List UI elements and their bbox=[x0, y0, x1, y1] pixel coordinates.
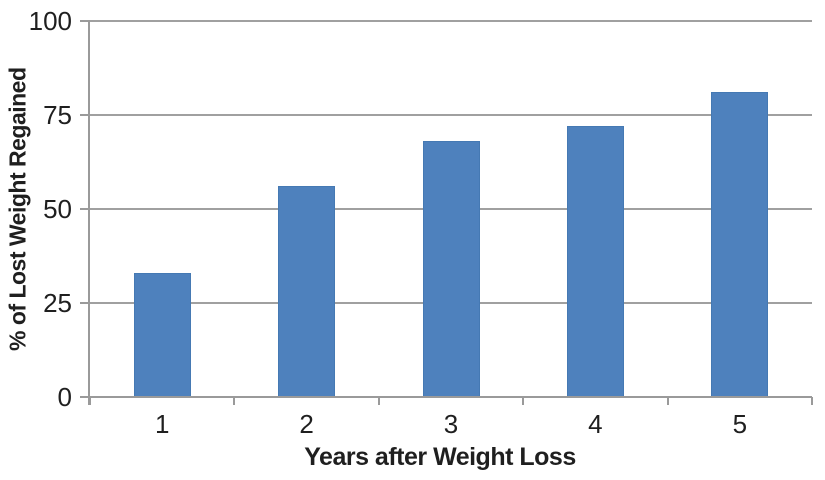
bar-year-4 bbox=[566, 126, 624, 397]
gridline-100 bbox=[90, 20, 812, 22]
x-tick-label-3: 3 bbox=[443, 409, 459, 439]
y-tick-label-50: 50 bbox=[43, 194, 72, 224]
gridline-75 bbox=[90, 114, 812, 116]
y-axis-line bbox=[88, 21, 90, 405]
y-tick-label-100: 100 bbox=[28, 6, 72, 36]
y-tick-25 bbox=[80, 302, 90, 304]
x-axis-line bbox=[88, 396, 812, 398]
y-tick-label-0: 0 bbox=[57, 382, 72, 412]
x-tick-2 bbox=[377, 397, 380, 405]
y-tick-50 bbox=[80, 208, 90, 210]
bar-year-3 bbox=[422, 141, 480, 397]
x-tick-1 bbox=[233, 397, 236, 405]
x-axis-title: Years after Weight Loss bbox=[304, 443, 576, 471]
x-tick-0 bbox=[89, 397, 91, 405]
x-tick-5 bbox=[811, 397, 813, 405]
y-tick-100 bbox=[80, 20, 90, 22]
x-tick-3 bbox=[522, 397, 525, 405]
y-tick-0 bbox=[80, 396, 90, 398]
x-tick-label-2: 2 bbox=[299, 409, 314, 439]
bar-year-5 bbox=[711, 92, 769, 397]
bar-year-1 bbox=[133, 272, 191, 397]
bar-year-2 bbox=[278, 186, 336, 397]
y-tick-75 bbox=[80, 114, 90, 116]
y-tick-label-75: 75 bbox=[43, 100, 72, 130]
y-tick-label-25: 25 bbox=[43, 288, 72, 318]
x-tick-label-5: 5 bbox=[732, 409, 748, 439]
x-tick-4 bbox=[666, 397, 669, 405]
x-tick-label-1: 1 bbox=[154, 409, 170, 439]
x-tick-label-4: 4 bbox=[588, 409, 603, 439]
